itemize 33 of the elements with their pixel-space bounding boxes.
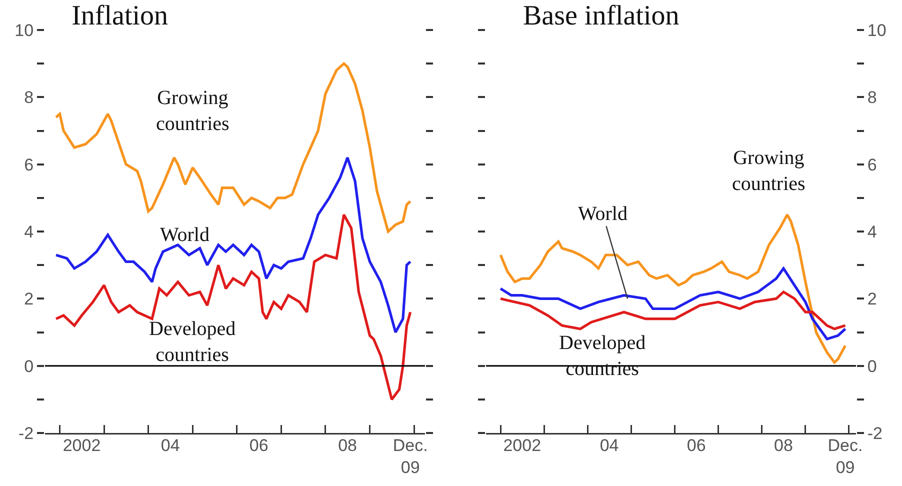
y-tick-label: 0	[867, 356, 877, 376]
y-tick-label: -2	[18, 424, 34, 443]
y-tick-label: 6	[24, 155, 34, 174]
chart-title: Base inflation	[523, 0, 680, 32]
series-label: Developed countries	[149, 318, 236, 366]
y-tick-label: 10	[14, 20, 34, 40]
x-tick-label: 2002	[503, 436, 542, 455]
text: World	[578, 203, 628, 225]
y-tick-label: 6	[867, 155, 877, 174]
y-tick-label: 8	[867, 88, 877, 108]
y-tick-label: 10	[867, 20, 886, 40]
y-tick-label: 4	[867, 222, 877, 242]
y-tick-label: 0	[24, 356, 34, 376]
y-tick-label: 4	[24, 222, 34, 242]
x-tick-label: 06	[686, 436, 706, 455]
y-tick-label: 8	[24, 88, 34, 108]
line-series	[499, 290, 847, 330]
series-label: Growing countries	[156, 87, 230, 135]
y-tick-label: 2	[867, 290, 877, 309]
line-series	[54, 213, 412, 401]
x-tick-label: 04	[160, 436, 180, 455]
x-tick-label: 2002	[62, 436, 101, 455]
x-tick-label: 04	[600, 436, 619, 455]
x-tick-label: Dec. 09	[392, 436, 428, 478]
series-label: Growing countries	[732, 147, 806, 195]
x-tick-label: 06	[249, 436, 268, 455]
series-label: World	[160, 224, 210, 246]
y-tick-label: -2	[867, 424, 883, 443]
y-tick-label: 2	[24, 290, 34, 309]
x-tick-label: 08	[774, 436, 793, 455]
x-tick-label: Dec. 09	[828, 436, 863, 478]
chart-title: Inflation	[72, 0, 168, 32]
x-tick-label: 08	[338, 436, 357, 455]
